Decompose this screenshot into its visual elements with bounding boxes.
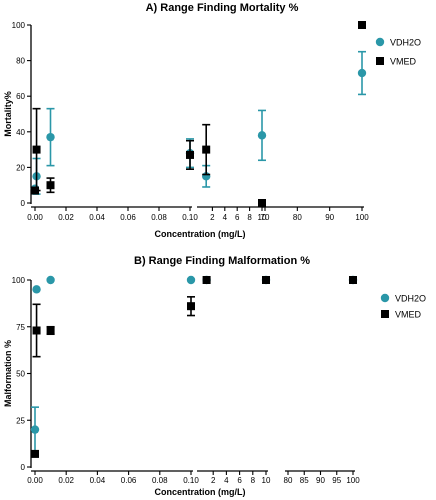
data-point-square (358, 21, 366, 29)
x-axis-label: Concentration (mg/L) (155, 229, 246, 239)
y-tick-label: 100 (12, 21, 26, 30)
chart-title: A) Range Finding Mortality % (146, 2, 299, 14)
y-tick-label: 25 (16, 416, 25, 425)
data-point-square (32, 326, 41, 335)
y-axis-label: Mortality% (3, 91, 13, 137)
y-tick-label: 80 (16, 57, 25, 66)
y-axis-label: Malformation % (3, 340, 13, 407)
data-point-square (258, 199, 266, 207)
x-axis-label: Concentration (mg/L) (155, 487, 246, 497)
data-point-circle (186, 275, 196, 285)
x-tick-label: 6 (235, 213, 240, 222)
data-point-square (349, 276, 357, 284)
x-tick-label: 0.10 (182, 213, 198, 222)
data-point-square (202, 145, 211, 154)
data-point-circle (46, 275, 55, 285)
x-tick-label: 80 (284, 476, 293, 485)
y-tick-label: 0 (21, 199, 26, 208)
x-tick-label: 90 (325, 213, 334, 222)
y-tick-label: 20 (16, 163, 25, 172)
chart-panel-b: B) Range Finding Malformation % 0 25 50 75 10… (3, 255, 426, 497)
series-vmed (31, 276, 357, 458)
x-tick-label: 10 (262, 476, 271, 485)
y-tick-label: 60 (16, 92, 25, 101)
y-tick-label: 0 (21, 463, 26, 472)
x-tick-label: 6 (237, 476, 242, 485)
x-tick-label: 0.02 (58, 476, 74, 485)
data-point-circle (357, 68, 367, 78)
series-vdh2o (30, 50, 367, 195)
legend-marker-circle (375, 37, 385, 47)
x-tick-label: 0.00 (27, 213, 43, 222)
x-tick-label: 0.06 (120, 213, 136, 222)
x-tick-label: 8 (251, 476, 256, 485)
x-tick-label: 0.06 (121, 476, 137, 485)
x-tick-label: 2 (211, 476, 216, 485)
data-point-square (46, 326, 55, 335)
legend-marker-circle (380, 293, 390, 303)
x-tick-label: 0.00 (27, 476, 43, 485)
data-point-square (202, 276, 211, 284)
x-tick-label: 100 (355, 213, 369, 222)
legend-label: VMED (390, 57, 417, 67)
x-tick-label: 100 (346, 476, 360, 485)
data-point-square (262, 276, 270, 284)
x-tick-label: 0.08 (152, 476, 168, 485)
data-point-square (32, 145, 41, 154)
legend: VDH2O VMED (380, 293, 426, 320)
legend-marker-square (376, 57, 384, 65)
x-tick-label: 70 (261, 213, 270, 222)
y-tick-label: 75 (16, 323, 25, 332)
x-tick-label: 4 (224, 476, 229, 485)
x-tick-label: 8 (247, 213, 252, 222)
x-tick-label: 0.08 (151, 213, 167, 222)
data-point-square (46, 181, 55, 190)
data-point-circle (46, 132, 55, 142)
x-tick-label: 2 (210, 213, 215, 222)
legend-label: VDH2O (390, 38, 421, 48)
data-point-square (186, 150, 194, 159)
legend-label: VMED (395, 310, 422, 320)
x-tick-label: 0.04 (90, 476, 106, 485)
x-tick-label: 90 (316, 476, 325, 485)
chart-panel-a: A) Range Finding Mortality %020406080100… (3, 2, 421, 239)
y-tick-label: 40 (16, 128, 25, 137)
legend-label: VDH2O (395, 294, 426, 304)
data-point-square (31, 449, 39, 458)
chart-title: B) Range Finding Malformation % (134, 255, 310, 267)
x-tick-label: 0.04 (89, 213, 105, 222)
x-tick-label: 0.02 (58, 213, 74, 222)
legend: VDH2O VMED (375, 37, 421, 67)
data-point-circle (32, 285, 41, 294)
y-tick-label: 100 (12, 276, 26, 285)
data-point-square (187, 302, 195, 311)
x-tick-label: 95 (332, 476, 341, 485)
x-tick-label: 0.10 (183, 476, 199, 485)
data-point-circle (30, 425, 40, 434)
legend-marker-square (381, 310, 389, 318)
y-tick-label: 50 (16, 370, 25, 379)
data-point-circle (257, 131, 267, 140)
x-tick-label: 10 (258, 213, 267, 222)
x-tick-label: 4 (223, 213, 228, 222)
x-tick-label: 85 (300, 476, 309, 485)
x-tick-label: 80 (293, 213, 302, 222)
series-vmed (31, 21, 366, 207)
